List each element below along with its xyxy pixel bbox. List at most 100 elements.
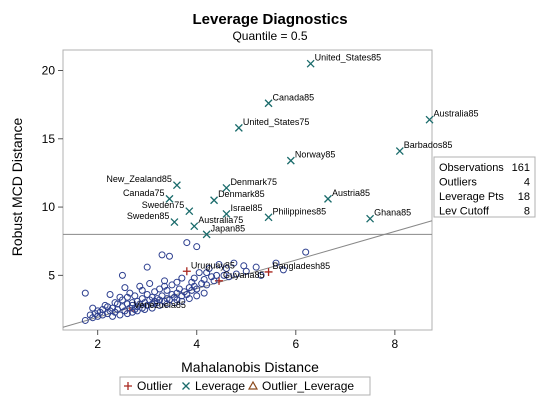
inset-row-value: 8 [524,206,530,218]
y-axis-ticks: 5 10 15 20 [42,63,63,282]
leverage-point [234,123,243,132]
x-tick-label: 4 [193,337,200,351]
point-label: Sweden75 [142,200,185,210]
inset-row-label: Lev Cutoff [439,206,490,218]
legend-entry-label: Outlier [137,379,172,393]
legend-box [119,376,371,396]
normal-point [213,271,221,279]
normal-point [200,289,208,297]
leverage-point [222,183,231,192]
normal-point [99,311,107,319]
outlier-point [182,267,191,276]
normal-point [118,271,126,279]
point-label: New_Zealand85 [106,174,172,184]
normal-point [222,265,230,273]
normal-point [116,293,124,301]
normal-point [81,316,89,324]
normal-point [272,259,280,267]
leverage-point [366,214,375,223]
inset-row-value: 161 [512,162,530,174]
y-tick-label: 10 [42,200,56,214]
normal-point [183,239,191,247]
normal-point [242,267,250,275]
normal-point [165,252,173,260]
chart-title: Leverage Diagnostics [192,11,347,28]
normal-point [252,263,260,271]
normal-point [111,299,119,307]
x-axis-label: Mahalanobis Distance [181,359,319,375]
leverage-point [185,207,194,216]
point-label: Barbados85 [404,140,453,150]
point-label: Guyana85 [223,270,265,280]
point-label: Israel85 [230,203,262,213]
normal-point [220,271,228,279]
leverage-point [190,222,199,231]
plot-frame [62,49,433,331]
normal-point [185,295,193,303]
point-label: Japan85 [211,223,246,233]
normal-point [116,311,124,319]
leverage-point [165,194,174,203]
point-label: Philippines85 [273,206,327,216]
normal-point [126,289,134,297]
inset-row-label: Leverage Pts [439,191,504,203]
normal-point [203,269,211,277]
normal-point [128,308,136,316]
point-label: Uruguay85 [191,260,235,270]
point-label: Bangladesh85 [273,261,331,271]
normal-point [178,297,186,305]
leverage-point [172,181,181,190]
normal-point [89,304,97,312]
normal-point [232,270,240,278]
y-tick-label: 15 [42,132,56,146]
point-label: Austria85 [332,188,370,198]
normal-point [161,277,169,285]
legend-outlier-marker [124,382,132,390]
stats-inset-box [433,156,536,218]
normal-point [203,281,211,289]
normal-point [143,263,151,271]
normal-point [81,289,89,297]
point-label: Venezuela85 [134,300,186,310]
normal-point [193,292,201,300]
normal-point [178,274,186,282]
leverage-point [170,218,179,227]
outlier-point [215,276,224,285]
normal-point [225,273,233,281]
x-tick-label: 8 [392,337,399,351]
legend: Outlier Leverage Outlier_Leverage [119,376,371,396]
normal-point [106,290,114,298]
inset-row-value: 4 [524,177,530,189]
leverage-point [425,115,434,124]
normal-point [190,274,198,282]
leverage-point [264,213,273,222]
point-label: United_States75 [243,117,310,127]
point-label: United_States85 [315,53,382,63]
leverage-point [264,99,273,108]
normal-point [230,259,238,267]
normal-point [138,286,146,294]
normal-point [148,304,156,312]
x-tick-label: 2 [94,337,101,351]
normal-point [146,280,154,288]
point-label: Norway85 [295,150,336,160]
y-axis-label: Robust MCD Distance [9,118,25,257]
leverage-point [395,147,404,156]
y-tick-label: 20 [42,63,56,77]
legend-leverage-marker [182,382,190,390]
chart-subtitle: Quantile = 0.5 [232,29,307,43]
outlier-point [264,267,273,276]
stats-inset: Observations 161 Outliers 4 Leverage Pts 18 Le… [433,156,536,218]
normal-point [193,285,201,293]
point-label: Ghana85 [374,208,411,218]
normal-point [158,251,166,259]
y-tick-label: 5 [48,268,55,282]
point-label: Australia85 [434,109,479,119]
point-label: Denmark85 [218,189,265,199]
normal-point [193,243,201,251]
point-label: Denmark75 [230,177,277,187]
normal-point [133,307,141,315]
leverage-point [202,230,211,239]
point-label: Sweden85 [127,211,170,221]
